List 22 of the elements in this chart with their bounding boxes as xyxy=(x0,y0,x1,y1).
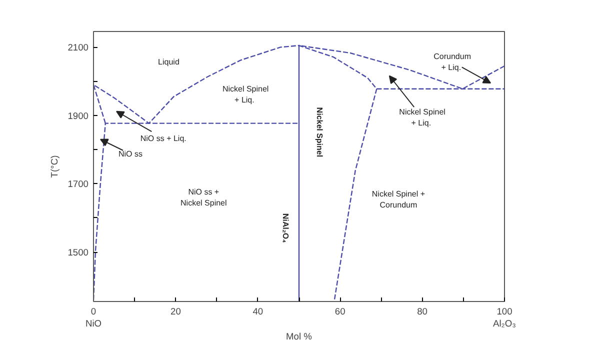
annotation: NiO ss + Nickel Spinel xyxy=(180,187,227,208)
annotation: Nickel Spinel xyxy=(315,107,324,158)
annotation: NiAl₂O₄ xyxy=(280,213,290,244)
x-tick-label: 80 xyxy=(417,306,428,316)
annotation: Liquid xyxy=(158,57,180,66)
x-tick-label: 40 xyxy=(252,306,264,316)
annotation: NiO ss + Liq. xyxy=(140,134,186,143)
y-tick-label: 1900 xyxy=(68,110,89,121)
y-tick-label: 2100 xyxy=(68,42,89,53)
y-tick-label: 1500 xyxy=(68,248,89,258)
x-tick-label: 60 xyxy=(334,306,346,316)
x-tick-label: 100 Al₂O₃ xyxy=(493,306,516,328)
y-tick-label: 1700 xyxy=(68,179,89,190)
annotation: Nickel Spinel + Liq. xyxy=(399,108,446,128)
annotation: Nickel Spinel + Corundum xyxy=(372,190,426,210)
x-tick-label: 0 NiO xyxy=(85,306,102,328)
annotation: Corundum + Liq. xyxy=(434,52,472,72)
y-axis-title: T(°C) xyxy=(50,155,60,178)
x-tick-label: 20 xyxy=(170,306,181,316)
x-axis-title: Mol % xyxy=(286,332,312,342)
annotation: Nickel Spinel + Liq. xyxy=(222,84,269,105)
annotation: NiO ss xyxy=(118,150,142,159)
